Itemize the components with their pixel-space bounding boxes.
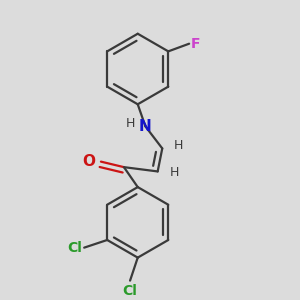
Text: N: N	[139, 119, 152, 134]
Text: H: H	[169, 167, 179, 179]
Text: Cl: Cl	[67, 241, 82, 255]
Text: O: O	[82, 154, 95, 169]
Text: F: F	[191, 37, 200, 51]
Text: Cl: Cl	[123, 284, 137, 298]
Text: H: H	[126, 117, 135, 130]
Text: H: H	[174, 140, 183, 152]
